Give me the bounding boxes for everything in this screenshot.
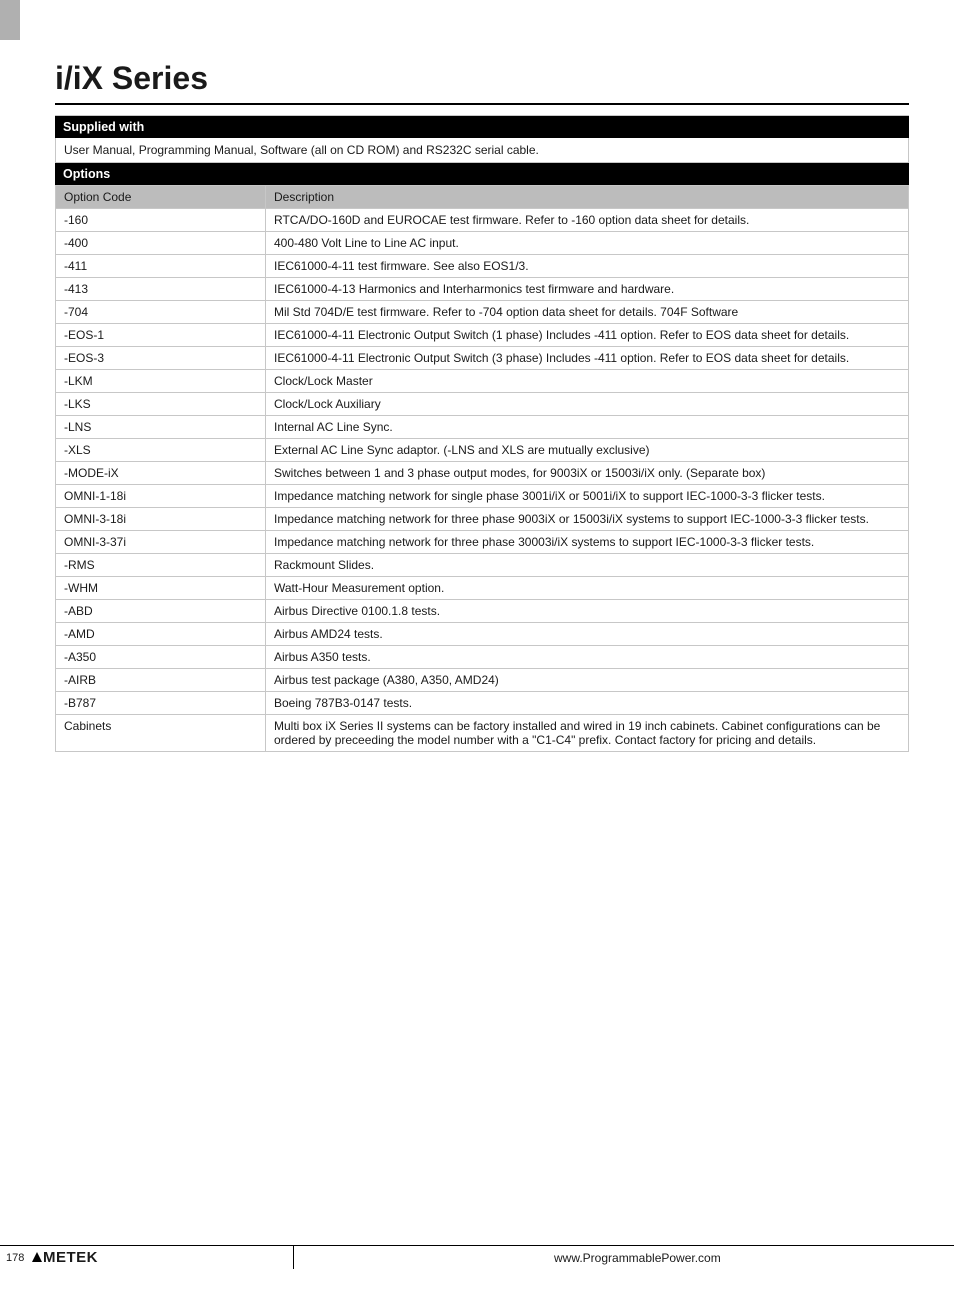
table-row: -B787Boeing 787B3-0147 tests. [56,692,909,715]
brand-text: METEK [43,1249,98,1266]
table-row: -XLSExternal AC Line Sync adaptor. (-LNS… [56,439,909,462]
option-desc-cell: Impedance matching network for single ph… [266,485,909,508]
option-desc-cell: Internal AC Line Sync. [266,416,909,439]
brand-logo: METEK [32,1249,98,1266]
option-code-cell: -LKM [56,370,266,393]
options-table: Option Code Description -160RTCA/DO-160D… [55,185,909,752]
option-desc-cell: Airbus test package (A380, A350, AMD24) [266,669,909,692]
option-code-cell: -LNS [56,416,266,439]
table-row: -411IEC61000-4-11 test firmware. See als… [56,255,909,278]
option-code-cell: -B787 [56,692,266,715]
option-desc-cell: Impedance matching network for three pha… [266,531,909,554]
table-row: -160RTCA/DO-160D and EUROCAE test firmwa… [56,209,909,232]
option-desc-cell: Clock/Lock Master [266,370,909,393]
option-code-cell: -MODE-iX [56,462,266,485]
table-row: -RMSRackmount Slides. [56,554,909,577]
table-row: -MODE-iXSwitches between 1 and 3 phase o… [56,462,909,485]
option-desc-cell: Switches between 1 and 3 phase output mo… [266,462,909,485]
option-code-cell: -RMS [56,554,266,577]
option-desc-cell: Mil Std 704D/E test firmware. Refer to -… [266,301,909,324]
option-code-cell: -WHM [56,577,266,600]
option-code-cell: -160 [56,209,266,232]
table-row: CabinetsMulti box iX Series II systems c… [56,715,909,752]
option-desc-cell: Airbus AMD24 tests. [266,623,909,646]
option-code-cell: -EOS-3 [56,347,266,370]
option-desc-cell: Boeing 787B3-0147 tests. [266,692,909,715]
table-row: -EOS-1IEC61000-4-11 Electronic Output Sw… [56,324,909,347]
option-code-cell: -ABD [56,600,266,623]
table-row: -AIRBAirbus test package (A380, A350, AM… [56,669,909,692]
brand-triangle-icon [32,1252,42,1262]
option-desc-cell: Rackmount Slides. [266,554,909,577]
col-description: Description [266,186,909,209]
option-desc-cell: External AC Line Sync adaptor. (-LNS and… [266,439,909,462]
option-code-cell: -A350 [56,646,266,669]
option-desc-cell: IEC61000-4-11 test firmware. See also EO… [266,255,909,278]
option-code-cell: -400 [56,232,266,255]
table-row: -LNSInternal AC Line Sync. [56,416,909,439]
option-code-cell: OMNI-3-37i [56,531,266,554]
table-row: -LKMClock/Lock Master [56,370,909,393]
title-underline [55,103,909,105]
table-row: -400400-480 Volt Line to Line AC input. [56,232,909,255]
option-desc-cell: IEC61000-4-13 Harmonics and Interharmoni… [266,278,909,301]
side-tab [0,0,20,40]
option-code-cell: -411 [56,255,266,278]
page-title: i/iX Series [55,60,909,97]
table-row: -A350Airbus A350 tests. [56,646,909,669]
table-row: -WHMWatt-Hour Measurement option. [56,577,909,600]
supplied-with-block: Supplied with User Manual, Programming M… [55,115,909,752]
supplied-with-text: User Manual, Programming Manual, Softwar… [55,138,909,163]
table-row: -413IEC61000-4-13 Harmonics and Interhar… [56,278,909,301]
option-code-cell: -413 [56,278,266,301]
option-desc-cell: IEC61000-4-11 Electronic Output Switch (… [266,347,909,370]
option-code-cell: -XLS [56,439,266,462]
option-code-cell: OMNI-1-18i [56,485,266,508]
table-row: OMNI-1-18iImpedance matching network for… [56,485,909,508]
options-header-row: Option Code Description [56,186,909,209]
option-code-cell: -AMD [56,623,266,646]
option-code-cell: OMNI-3-18i [56,508,266,531]
option-desc-cell: Clock/Lock Auxiliary [266,393,909,416]
supplied-with-header: Supplied with [55,116,909,138]
option-desc-cell: RTCA/DO-160D and EUROCAE test firmware. … [266,209,909,232]
table-row: OMNI-3-18iImpedance matching network for… [56,508,909,531]
option-desc-cell: Watt-Hour Measurement option. [266,577,909,600]
option-code-cell: -704 [56,301,266,324]
table-row: -ABDAirbus Directive 0100.1.8 tests. [56,600,909,623]
table-row: -AMDAirbus AMD24 tests. [56,623,909,646]
option-desc-cell: Airbus A350 tests. [266,646,909,669]
page-content: i/iX Series Supplied with User Manual, P… [0,0,954,752]
option-code-cell: -LKS [56,393,266,416]
table-row: -LKSClock/Lock Auxiliary [56,393,909,416]
option-desc-cell: Airbus Directive 0100.1.8 tests. [266,600,909,623]
options-header: Options [55,163,909,185]
footer-url: www.ProgrammablePower.com [294,1251,721,1265]
page-number: 178 [0,1252,32,1264]
option-code-cell: -EOS-1 [56,324,266,347]
option-desc-cell: Multi box iX Series II systems can be fa… [266,715,909,752]
col-option-code: Option Code [56,186,266,209]
page-footer: 178 METEK www.ProgrammablePower.com [0,1245,954,1269]
option-desc-cell: IEC61000-4-11 Electronic Output Switch (… [266,324,909,347]
option-code-cell: Cabinets [56,715,266,752]
table-row: OMNI-3-37iImpedance matching network for… [56,531,909,554]
option-desc-cell: Impedance matching network for three pha… [266,508,909,531]
table-row: -704Mil Std 704D/E test firmware. Refer … [56,301,909,324]
table-row: -EOS-3IEC61000-4-11 Electronic Output Sw… [56,347,909,370]
option-code-cell: -AIRB [56,669,266,692]
option-desc-cell: 400-480 Volt Line to Line AC input. [266,232,909,255]
